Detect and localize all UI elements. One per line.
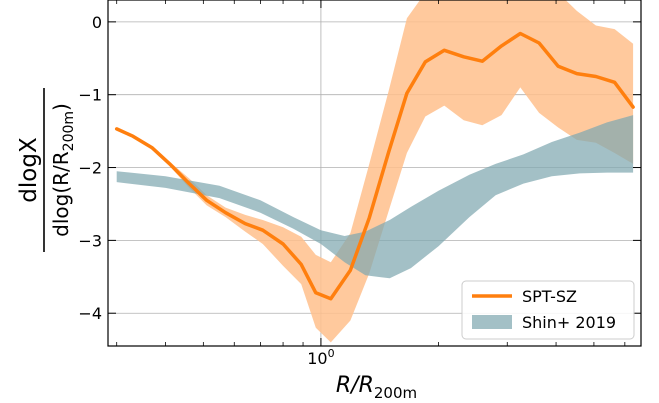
y-tick-label: −4 (78, 304, 102, 323)
legend-label: SPT-SZ (522, 287, 577, 306)
y-tick-label: 0 (92, 13, 102, 32)
x-tick-label: 100 (307, 347, 334, 368)
tick-labels: 0 −1 −2 −3 −4 100 (78, 13, 334, 368)
spt-sz-error-band (116, 0, 634, 343)
spt-sz-line (114, 31, 635, 301)
lines-layer (114, 31, 635, 301)
legend: SPT-SZ Shin+ 2019 (461, 280, 635, 340)
legend-patch-swatch (472, 315, 512, 329)
y-tick-label: −1 (78, 86, 102, 105)
y-label-denominator: dlog(R/R200m) (49, 103, 77, 237)
plot-frame (107, 0, 642, 347)
legend-label: Shin+ 2019 (522, 313, 616, 332)
shin-2019-band (116, 115, 634, 279)
axis-labels: R/R200m dlogX dlog(R/R200m) (16, 88, 417, 402)
axes-frame (107, 0, 642, 347)
y-tick-label: −2 (78, 159, 102, 178)
y-axis-label: dlogX dlog(R/R200m) (16, 88, 77, 252)
y-tick-label: −3 (78, 231, 102, 250)
x-axis-label: R/R200m (336, 373, 417, 402)
bands-layer (116, 0, 634, 343)
y-label-numerator: dlogX (16, 137, 42, 203)
